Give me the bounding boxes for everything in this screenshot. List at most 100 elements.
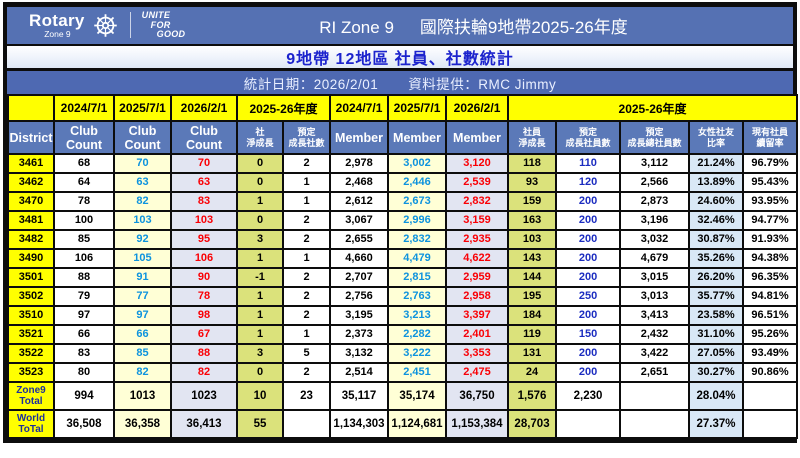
value-cell: 63 (170, 172, 238, 193)
value-cell: 195 (507, 286, 558, 307)
value-cell: 2 (281, 153, 332, 174)
value-cell: 35.77% (688, 286, 745, 307)
top-banner: Rotary Zone 9 (7, 7, 793, 46)
value-cell: 1013 (113, 381, 172, 411)
column-header: 社員 淨成長 (507, 120, 558, 155)
value-cell: 94.77% (742, 210, 799, 231)
value-cell: 2 (281, 286, 332, 307)
value-cell: 2,935 (445, 229, 510, 250)
column-header: Member (329, 120, 390, 155)
value-cell: 0 (236, 172, 284, 193)
value-cell: 144 (507, 267, 558, 288)
district-row: 3502 79 77 78 1 2 2,756 2,763 2,958 195 250 3,013 35… (7, 286, 799, 307)
unite-for-good-tagline: UNITE FOR GOOD (142, 10, 186, 41)
info-banner: 統計日期：2026/2/01 資料提供：RMC Jimmy (7, 71, 793, 94)
value-cell: 2,978 (329, 153, 390, 174)
value-cell: 103 (170, 210, 238, 231)
value-cell: 2 (281, 267, 332, 288)
column-header: 預定 成長社員數 (555, 120, 622, 155)
rotary-brand-text: Rotary (29, 11, 85, 31)
value-cell: 83 (170, 191, 238, 212)
value-cell: 94.38% (742, 248, 799, 269)
value-cell: 2,451 (387, 362, 448, 383)
value-cell: 2,655 (329, 229, 390, 250)
value-cell: 91 (113, 267, 172, 288)
value-cell: 2,468 (329, 172, 390, 193)
value-cell: 118 (507, 153, 558, 174)
total-row: Zone9 Total 994 1013 1023 10 23 35,117 35,174 36… (7, 381, 799, 411)
value-cell: 200 (555, 267, 622, 288)
rotary-wordmark: Rotary Zone 9 (29, 12, 85, 39)
district-row: 3501 88 91 90 -1 2 2,707 2,815 2,959 144 200 3,015 2… (7, 267, 799, 288)
value-cell: 26.20% (688, 267, 745, 288)
value-cell: 120 (555, 172, 622, 193)
column-header: 女性社友 比率 (688, 120, 745, 155)
value-cell: 3 (236, 229, 284, 250)
value-cell: 24.60% (688, 191, 745, 212)
value-cell: 35,117 (329, 381, 390, 411)
column-header-row: District Club Count Club Count Club Count 社 … (7, 120, 799, 155)
value-cell: 64 (53, 172, 115, 193)
value-cell: 24 (507, 362, 558, 383)
value-cell: 85 (113, 343, 172, 364)
district-row: 3490 106 105 106 1 1 4,660 4,479 4,622 143 200 4,67… (7, 248, 799, 269)
value-cell: 0 (236, 210, 284, 231)
rotary-zone-label: Zone 9 (44, 29, 71, 40)
value-cell: 88 (170, 343, 238, 364)
value-cell: 3,222 (387, 343, 448, 364)
total-row: World ToTal 36,508 36,358 36,413 55 1,134,303… (7, 409, 799, 439)
value-cell: 1 (281, 324, 332, 345)
value-cell: 4,660 (329, 248, 390, 269)
value-cell: 82 (170, 362, 238, 383)
stats-date-text: 統計日期：2026/2/01 (243, 76, 379, 92)
value-cell: 3,159 (445, 210, 510, 231)
district-row: 3461 68 70 70 0 2 2,978 3,002 3,120 118 110 3,112 21… (7, 153, 799, 174)
value-cell: 1,124,681 (387, 409, 448, 439)
value-cell: 2,446 (387, 172, 448, 193)
data-provider-text: 資料提供：RMC Jimmy (408, 76, 557, 92)
value-cell: 85 (53, 229, 115, 250)
column-header: Member (445, 120, 510, 155)
district-row: 3470 78 82 83 1 1 2,612 2,673 2,832 159 200 2,873 24… (7, 191, 799, 212)
value-cell: 95 (170, 229, 238, 250)
value-cell: 1023 (170, 381, 238, 411)
value-cell: 2,612 (329, 191, 390, 212)
period-header: 2025/7/1 (387, 94, 448, 122)
period-header: 2026/2/1 (445, 94, 510, 122)
column-header: 預定 成長總社員數 (619, 120, 691, 155)
value-cell: 88 (53, 267, 115, 288)
rotary-gear-icon (93, 14, 117, 37)
value-cell: 200 (555, 343, 622, 364)
value-cell: 95.43% (742, 172, 799, 193)
value-cell: 78 (170, 286, 238, 307)
value-cell (742, 409, 799, 439)
value-cell: 2,566 (619, 172, 691, 193)
value-cell: 2,996 (387, 210, 448, 231)
value-cell: 21.24% (688, 153, 745, 174)
tagline-line: GOOD (156, 29, 186, 40)
value-cell: 131 (507, 343, 558, 364)
subtitle-text: 9地帶 12地區 社員、社數統計 (286, 51, 514, 68)
value-cell: 2,539 (445, 172, 510, 193)
value-cell: 1 (281, 172, 332, 193)
value-cell: 0 (236, 153, 284, 174)
value-cell: 3,213 (387, 305, 448, 326)
value-cell: 2 (281, 229, 332, 250)
value-cell: 82 (113, 191, 172, 212)
value-cell: 30.87% (688, 229, 745, 250)
value-cell: 200 (555, 229, 622, 250)
district-row: 3522 83 85 88 3 5 3,132 3,222 3,353 131 200 3,422 27… (7, 343, 799, 364)
district-cell: 3522 (7, 343, 55, 364)
value-cell: 3,032 (619, 229, 691, 250)
value-cell: 1,576 (507, 381, 558, 411)
value-cell: 2,873 (619, 191, 691, 212)
value-cell: 27.37% (688, 409, 745, 439)
value-cell: 100 (53, 210, 115, 231)
membership-stats-table: 2024/7/1 2025/7/1 2026/2/1 2025-26年度 2024/7/… (7, 94, 799, 439)
value-cell: 159 (507, 191, 558, 212)
period-header: 2026/2/1 (170, 94, 238, 122)
district-cell: 3501 (7, 267, 55, 288)
value-cell (281, 409, 332, 439)
value-cell: 67 (170, 324, 238, 345)
value-cell: 68 (53, 153, 115, 174)
